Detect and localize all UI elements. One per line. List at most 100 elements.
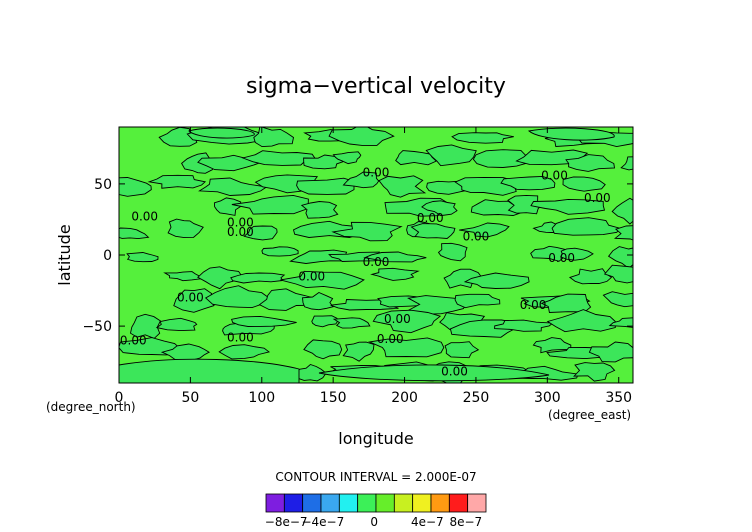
colorbar-swatch [338, 493, 359, 513]
contour-region [613, 225, 633, 241]
contour-region [437, 242, 468, 262]
contour-region [155, 317, 198, 332]
contour-region [213, 197, 242, 216]
colorbar-tick-labels: −8e−7−4e−7 0 4e−7 8e−7 [265, 515, 482, 529]
contour-label: 0.00 [363, 255, 390, 269]
contour-region [602, 291, 633, 308]
contour-region [332, 317, 371, 329]
contour-region [532, 337, 572, 354]
x-axis: 0 50 100 150 200 250 300 350 [115, 127, 632, 406]
contour-label: 0.00 [177, 291, 204, 305]
plot-area: 0.00 0.000.000.000.000.00 0.000.000.00 0.00… [118, 126, 634, 384]
contour-region [443, 268, 484, 289]
contour-region [367, 337, 445, 358]
contour-region [300, 201, 339, 219]
contour-label: 0.00 [463, 230, 490, 244]
contour-region [204, 285, 270, 309]
colorbar-swatch [265, 493, 285, 513]
contour-label: 0.00 [520, 298, 547, 312]
contour-label: 0.00 [120, 333, 147, 347]
contour-region [530, 198, 606, 215]
contour-label: 0.00 [541, 168, 568, 182]
x-tick-label: 350 [605, 390, 632, 406]
contour-region [311, 315, 339, 328]
contour-region [528, 127, 615, 141]
contour-region [261, 246, 299, 257]
colorbar-tick-label: 0 [370, 515, 378, 529]
contour-region [167, 218, 204, 239]
contour-region [119, 358, 300, 383]
y-tick-label: 50 [94, 177, 112, 193]
y-axis: 50 0 −50 [82, 177, 633, 335]
x-tick-label: 200 [391, 390, 418, 406]
contour-region [188, 127, 255, 139]
contour-region [472, 149, 530, 168]
contour-region [378, 175, 427, 198]
contour-region [565, 154, 616, 172]
contour-interval-text: CONTOUR INTERVAL = 2.000E-07 [275, 470, 476, 484]
contour-region [551, 217, 621, 236]
contour-region [573, 362, 616, 382]
x-tick-label: 250 [463, 390, 490, 406]
x-tick-label: 300 [534, 390, 561, 406]
colorbar-swatch [448, 493, 469, 513]
contour-label: 0.00 [548, 251, 575, 265]
contour-region [342, 341, 375, 362]
contour-region [160, 343, 211, 362]
contour-region [253, 127, 295, 148]
chart-title: sigma−vertical velocity [246, 74, 506, 99]
colorbar [265, 493, 487, 513]
contour-region [459, 222, 510, 238]
contour-region [607, 246, 633, 269]
x-tick-label: 150 [320, 390, 347, 406]
contour-label: 0.00 [417, 211, 444, 225]
contour-region [318, 364, 550, 382]
contour-label: 0.00 [298, 269, 325, 283]
contour-region [243, 225, 278, 241]
contour-region [611, 197, 633, 225]
colorbar-tick-label: −4e−7 [301, 515, 344, 529]
contour-region [370, 267, 420, 281]
contour-region [562, 176, 606, 192]
contour-region [198, 177, 268, 196]
contour-region [410, 223, 456, 239]
contour-label: 0.00 [227, 215, 254, 229]
contour-label: 0.00 [363, 166, 390, 180]
contour-region [231, 194, 309, 215]
contour-region [289, 249, 351, 264]
colorbar-swatch [283, 493, 304, 513]
contour-region [328, 127, 395, 146]
contour-region [568, 268, 613, 285]
y-unit-label: (degree_north) [46, 400, 136, 414]
contour-region [218, 344, 271, 360]
colorbar-swatch [375, 493, 395, 513]
contour-region [126, 252, 159, 263]
contour-region [470, 199, 525, 216]
contour-region [363, 251, 427, 263]
contour-labels: 0.00 0.000.000.000.000.00 0.000.000.00 0.00… [120, 166, 611, 379]
contour-region [158, 127, 198, 147]
contour-region [119, 177, 152, 197]
contour-region [451, 132, 514, 144]
y-tick-label: −50 [82, 319, 112, 335]
contour-region [494, 319, 555, 332]
contour-region [425, 144, 477, 167]
contour-region [421, 200, 458, 217]
contour-region [588, 341, 633, 363]
contour-region [173, 288, 215, 313]
colorbar-swatch [320, 493, 340, 513]
contour-region [302, 291, 334, 311]
contour-region [197, 266, 244, 290]
contour-region [620, 156, 633, 171]
contour-region [560, 247, 594, 261]
colorbar-swatch [430, 493, 450, 513]
contour-region [280, 270, 365, 290]
contour-region [230, 272, 286, 284]
contour-region [603, 264, 633, 284]
contour-region [331, 221, 403, 242]
contour-region [147, 174, 207, 189]
contour-label: 0.00 [227, 225, 254, 239]
colorbar-swatch [393, 493, 414, 513]
colorbar-tick-label: 8e−7 [449, 515, 482, 529]
contour-region [405, 295, 468, 315]
